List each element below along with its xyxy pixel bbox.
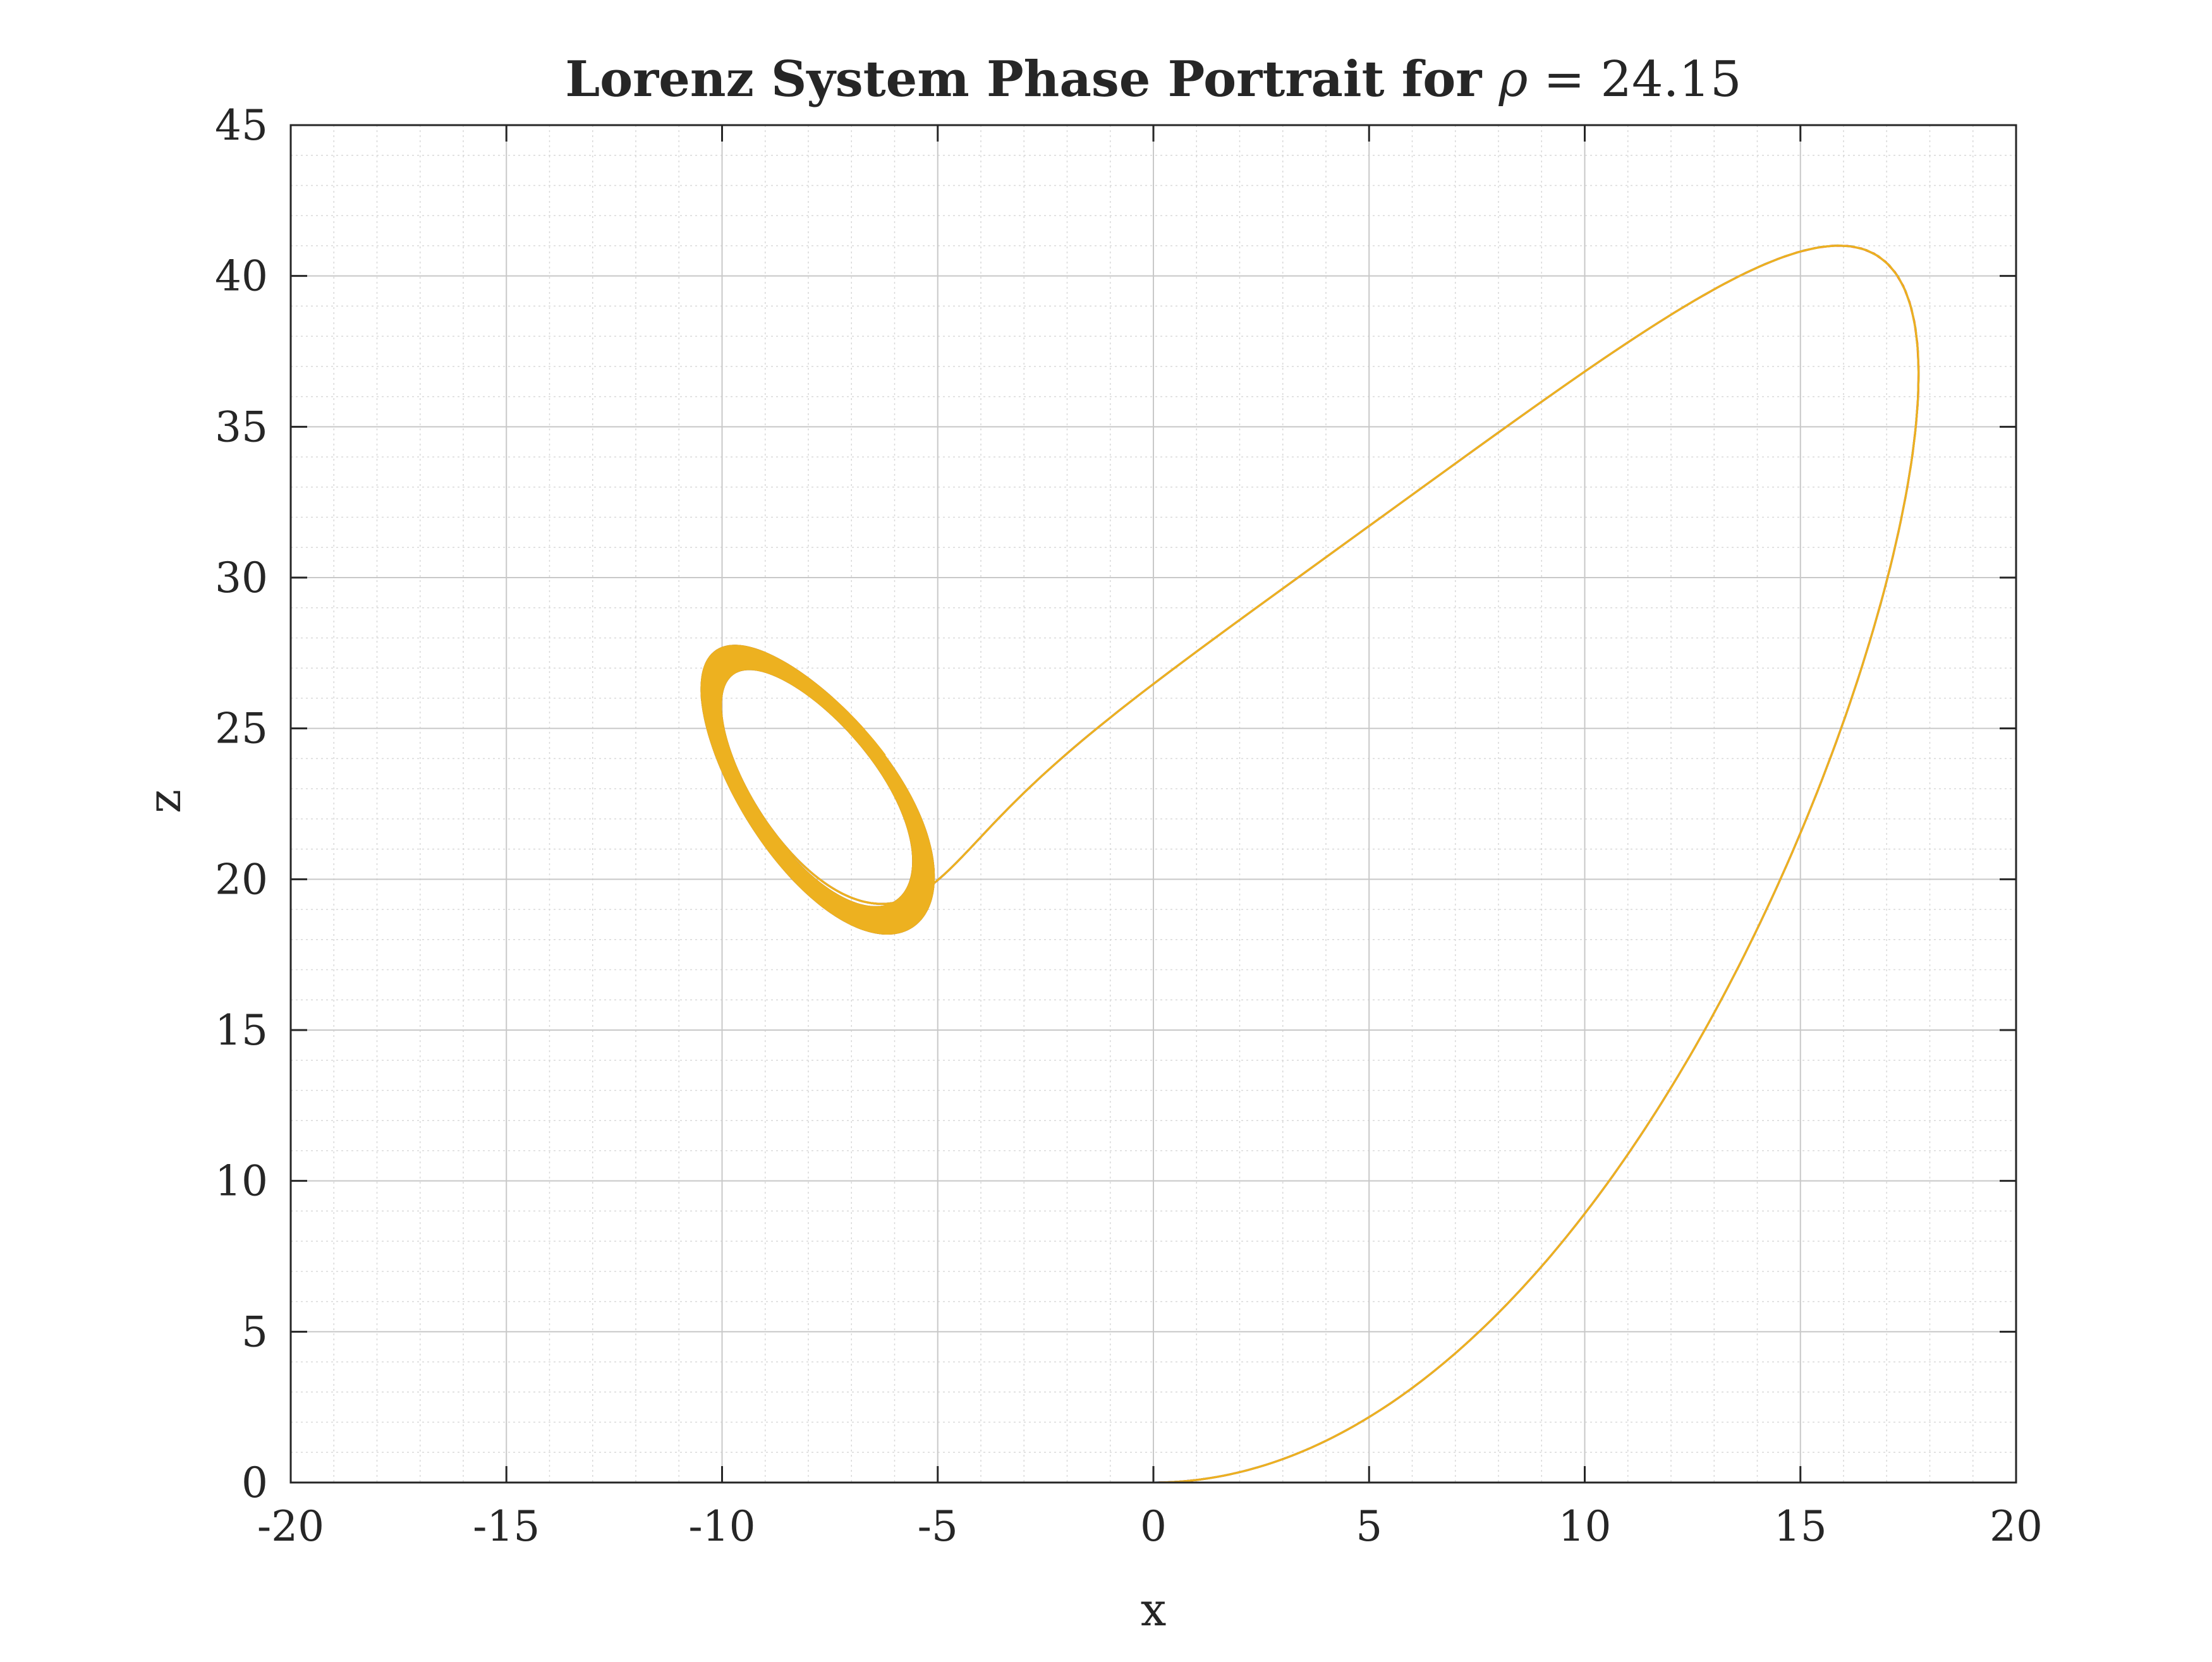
- series-line-trajectory-3: [700, 244, 1920, 1483]
- x-tick-label: 0: [1140, 1502, 1167, 1551]
- y-tick-label: 40: [215, 252, 268, 301]
- x-tick-label: -5: [918, 1502, 958, 1551]
- x-tick-label: 15: [1774, 1502, 1827, 1551]
- series-layer: [700, 244, 1920, 1483]
- x-tick-label: -20: [257, 1502, 324, 1551]
- y-tick-label: 30: [215, 554, 268, 602]
- y-tick-label: 5: [241, 1307, 268, 1356]
- title-equals: =: [1528, 51, 1600, 108]
- x-tick-label: 5: [1356, 1502, 1382, 1551]
- minor-grid: [291, 125, 2016, 1483]
- y-tick-labels: 0 5 10 15 20 25 30 35 40 45: [215, 101, 268, 1507]
- y-tick-label: 35: [215, 403, 268, 451]
- axis-ticks: [289, 124, 2017, 1484]
- x-tick-label: 10: [1559, 1502, 1612, 1551]
- y-tick-label: 45: [215, 101, 268, 150]
- y-axis-label: z: [138, 789, 191, 813]
- y-tick-label: 0: [241, 1459, 268, 1507]
- y-tick-label: 20: [215, 855, 268, 904]
- y-tick-label: 25: [215, 705, 268, 753]
- chart-title: Lorenz System Phase Portrait for ρ = 24.…: [565, 51, 1741, 108]
- title-prefix: Lorenz System Phase Portrait for: [565, 51, 1498, 108]
- x-tick-labels: -20 -15 -10 -5 0 5 10 15 20: [257, 1502, 2043, 1551]
- y-tick-label: 15: [215, 1006, 268, 1055]
- x-tick-label: -10: [688, 1502, 755, 1551]
- title-rho-symbol: ρ: [1498, 51, 1528, 108]
- y-tick-label: 10: [215, 1157, 268, 1206]
- x-tick-label: -15: [473, 1502, 540, 1551]
- title-rho-value: 24.15: [1600, 51, 1741, 108]
- x-axis-label: x: [1141, 1583, 1167, 1636]
- x-tick-label: 20: [1990, 1502, 2043, 1551]
